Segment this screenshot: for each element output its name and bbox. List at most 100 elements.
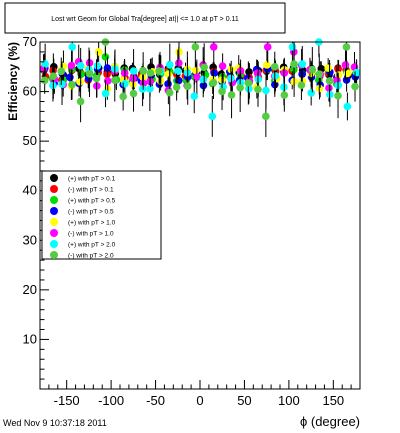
data-point [343, 102, 352, 111]
data-point [325, 77, 334, 85]
series-lightgreen [40, 38, 359, 138]
legend-label: (-) with pT > 2.0 [68, 253, 114, 260]
data-point [67, 61, 76, 70]
legend-marker [50, 174, 58, 182]
data-point [298, 60, 307, 68]
data-point [103, 64, 112, 72]
data-point [352, 68, 361, 77]
y-tick-label: 30 [23, 232, 37, 247]
legend-label: (+) with pT > 1.0 [68, 220, 116, 227]
data-point [209, 78, 218, 87]
legend-label: (-) with pT > 0.5 [68, 209, 114, 216]
title-box [4, 2, 286, 34]
data-point [58, 80, 66, 88]
data-point [270, 63, 279, 71]
x-tick-label: -100 [98, 393, 124, 408]
data-point [68, 80, 76, 89]
x-tick-label: 50 [237, 393, 251, 408]
data-point [351, 82, 359, 91]
data-point [218, 62, 227, 70]
data-point [271, 72, 280, 80]
data-point [76, 61, 85, 70]
data-point [263, 43, 272, 51]
x-tick-label: 0 [196, 393, 203, 408]
data-point [68, 43, 77, 51]
legend-marker [50, 218, 58, 226]
data-point [76, 97, 85, 106]
legend-marker [50, 196, 58, 204]
data-point [308, 65, 317, 74]
data-point [138, 85, 147, 93]
data-point [190, 92, 199, 100]
data-point [146, 69, 155, 77]
x-axis: -150 -100 -50 0 50 100 150 [39, 380, 361, 408]
data-point [119, 92, 127, 101]
legend-label: (-) with pT > 1.0 [68, 231, 114, 238]
data-point [85, 70, 94, 78]
legend-marker [50, 251, 58, 259]
plot-area [39, 38, 361, 138]
timestamp-footer: Wed Nov 9 10:37:18 2011 [3, 418, 107, 428]
data-point [129, 67, 138, 75]
data-point [307, 89, 315, 97]
legend-label: (+) with pT > 0.5 [68, 198, 116, 205]
data-point [155, 67, 163, 75]
data-point [290, 60, 298, 68]
y-tick-label: 50 [23, 133, 37, 148]
legend-marker [50, 229, 58, 237]
data-point [101, 89, 110, 98]
legend-label: (+) with pT > 0.1 [68, 176, 116, 183]
data-point [183, 82, 192, 91]
data-point [209, 43, 218, 51]
chart-title: Lost wrt Geom for Global Tra[degree] at|… [51, 16, 239, 23]
data-point [191, 66, 200, 75]
y-tick-label: 40 [23, 183, 37, 198]
x-axis-label: ϕ (degree) [300, 414, 360, 429]
data-point [343, 69, 352, 78]
data-point [121, 79, 129, 88]
data-point [325, 84, 333, 92]
data-point [129, 89, 138, 98]
data-point [315, 70, 324, 78]
data-point [227, 74, 235, 83]
data-point [334, 92, 342, 100]
data-point [172, 83, 181, 91]
data-point [165, 88, 174, 97]
x-tick-label: -50 [146, 393, 165, 408]
data-point [227, 91, 236, 99]
y-axis-label: Efficiency (%) [6, 42, 20, 121]
data-point [244, 79, 253, 87]
data-point [76, 78, 84, 86]
x-tick-label: -150 [54, 393, 80, 408]
data-point [236, 84, 244, 92]
data-point [334, 65, 342, 73]
data-point [262, 112, 270, 121]
data-point [200, 63, 208, 72]
legend-label: (+) with pT > 2.0 [68, 242, 116, 249]
data-point [165, 61, 174, 69]
y-tick-label: 60 [23, 84, 37, 99]
y-tick-label: 10 [23, 331, 37, 346]
data-point [93, 62, 102, 70]
data-point [66, 73, 74, 82]
data-point [324, 64, 332, 72]
data-point [175, 59, 183, 67]
data-point [280, 91, 289, 99]
x-tick-label: 150 [322, 393, 344, 408]
data-point [146, 84, 154, 93]
data-point [191, 43, 200, 51]
data-point [254, 85, 262, 94]
data-point [174, 67, 182, 76]
y-tick-label: 20 [23, 282, 37, 297]
data-point [49, 72, 58, 80]
data-point [139, 67, 147, 75]
data-point [199, 75, 208, 84]
data-point [342, 43, 351, 51]
data-point [94, 48, 103, 56]
data-point [208, 112, 217, 121]
data-point [245, 84, 253, 93]
legend-marker [50, 185, 58, 193]
legend: (+) with pT > 0.1 (-) with pT > 0.1 (+) wi… [41, 170, 162, 260]
data-point [297, 81, 306, 89]
